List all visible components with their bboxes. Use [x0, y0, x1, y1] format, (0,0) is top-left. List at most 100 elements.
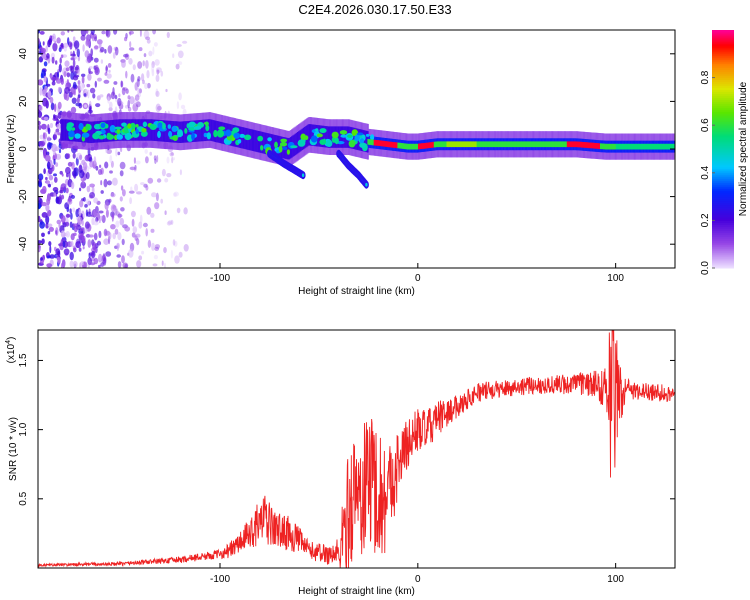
- noise-speckle: [43, 116, 49, 121]
- noise-speckle: [143, 53, 147, 58]
- ridge-blob: [267, 137, 272, 142]
- noise-speckle: [76, 96, 80, 104]
- noise-speckle: [141, 73, 145, 82]
- noise-speckle: [65, 214, 71, 218]
- colorbar-cell: [712, 95, 734, 98]
- ridge-core: [543, 141, 545, 148]
- colorbar-cell: [712, 37, 734, 41]
- ridge-core: [498, 141, 501, 148]
- noise-speckle: [113, 81, 118, 85]
- ridge-blob: [359, 142, 366, 148]
- ridge-core: [414, 143, 417, 150]
- ridge-core: [435, 141, 438, 148]
- ridge-blob: [78, 122, 84, 131]
- ridge-band: [365, 130, 368, 153]
- ridge-core: [636, 143, 639, 150]
- ridge-band: [89, 121, 92, 143]
- spectrogram-xtick-label: 0: [415, 273, 421, 284]
- noise-speckle: [117, 151, 121, 156]
- noise-speckle: [135, 233, 141, 238]
- chart-title: C2E4.2026.030.17.50.E33: [298, 2, 452, 17]
- noise-speckle: [45, 176, 48, 181]
- ridge-band: [64, 119, 67, 141]
- noise-speckle: [135, 101, 141, 108]
- noise-speckle: [61, 230, 65, 235]
- noise-speckle: [80, 35, 86, 41]
- snr-xlabel: Height of straight line (km): [298, 586, 415, 597]
- colorbar-cell: [712, 67, 734, 71]
- noise-speckle: [88, 252, 91, 259]
- ridge-band: [263, 132, 266, 154]
- colorbar-cell: [712, 164, 734, 168]
- noise-speckle: [45, 215, 50, 224]
- colorbar-cell: [712, 240, 734, 243]
- noise-speckle: [155, 103, 161, 113]
- snr-xtick-label: 0: [415, 574, 421, 585]
- ridge-core: [473, 141, 476, 148]
- colorbar-cell: [712, 150, 734, 154]
- noise-speckle: [77, 216, 83, 225]
- ridge-core: [609, 143, 612, 150]
- spectrogram-ytick-label: 40: [18, 48, 29, 60]
- ridge-core: [421, 143, 424, 149]
- noise-speckle: [131, 218, 135, 227]
- colorbar-cell: [712, 202, 734, 206]
- ridge-core: [584, 142, 587, 148]
- noise-speckle: [117, 261, 122, 268]
- ridge-core: [444, 141, 447, 148]
- ridge-core: [596, 143, 599, 149]
- ridge-blob: [205, 121, 209, 127]
- ridge-core: [467, 141, 470, 148]
- ridge-core: [614, 143, 617, 150]
- noise-speckle: [176, 44, 182, 47]
- noise-speckle: [79, 200, 84, 208]
- noise-speckle: [128, 30, 134, 35]
- noise-speckle: [156, 178, 162, 183]
- noise-speckle: [147, 239, 152, 248]
- ridge-blob: [121, 122, 127, 127]
- ridge-band: [268, 133, 271, 155]
- ridge-band: [202, 119, 204, 142]
- ridge-core: [503, 141, 506, 148]
- ridge-core: [422, 143, 425, 149]
- ridge-band: [155, 119, 158, 142]
- ridge-core: [460, 141, 463, 148]
- noise-speckle: [142, 79, 145, 85]
- snr-scale-exponent: 4: [5, 340, 12, 344]
- noise-speckle: [65, 231, 70, 238]
- ridge-core: [642, 143, 645, 150]
- ridge-core: [440, 141, 443, 148]
- noise-speckle: [89, 160, 95, 168]
- noise-speckle: [92, 93, 96, 99]
- ridge-blob: [331, 131, 339, 139]
- ridge-core: [647, 143, 650, 150]
- noise-speckle: [54, 253, 57, 259]
- noise-speckle: [82, 246, 85, 250]
- colorbar-cell: [712, 156, 734, 160]
- ridge-blob: [286, 149, 290, 155]
- ridge-band: [281, 136, 284, 159]
- colorbar-cell: [712, 170, 734, 174]
- ridge-core: [508, 141, 511, 148]
- colorbar-cell: [712, 115, 734, 118]
- noise-speckle: [86, 185, 91, 193]
- noise-speckle: [117, 232, 122, 241]
- noise-speckle: [42, 41, 45, 46]
- noise-speckle: [179, 169, 182, 176]
- ridge-core: [454, 141, 457, 148]
- noise-speckle: [109, 170, 113, 174]
- noise-speckle: [46, 161, 51, 169]
- noise-speckle: [42, 97, 48, 107]
- noise-speckle: [180, 104, 186, 110]
- noise-speckle: [129, 41, 132, 48]
- noise-speckle: [55, 128, 60, 133]
- ridge-core: [663, 143, 666, 150]
- noise-speckle: [124, 36, 128, 42]
- noise-speckle: [79, 187, 82, 192]
- colorbar-cell: [712, 119, 734, 122]
- colorbar-cell: [712, 139, 734, 142]
- noise-speckle: [57, 256, 60, 264]
- ridge-band: [262, 132, 265, 154]
- noise-speckle: [103, 79, 110, 84]
- colorbar-cell: [712, 260, 734, 263]
